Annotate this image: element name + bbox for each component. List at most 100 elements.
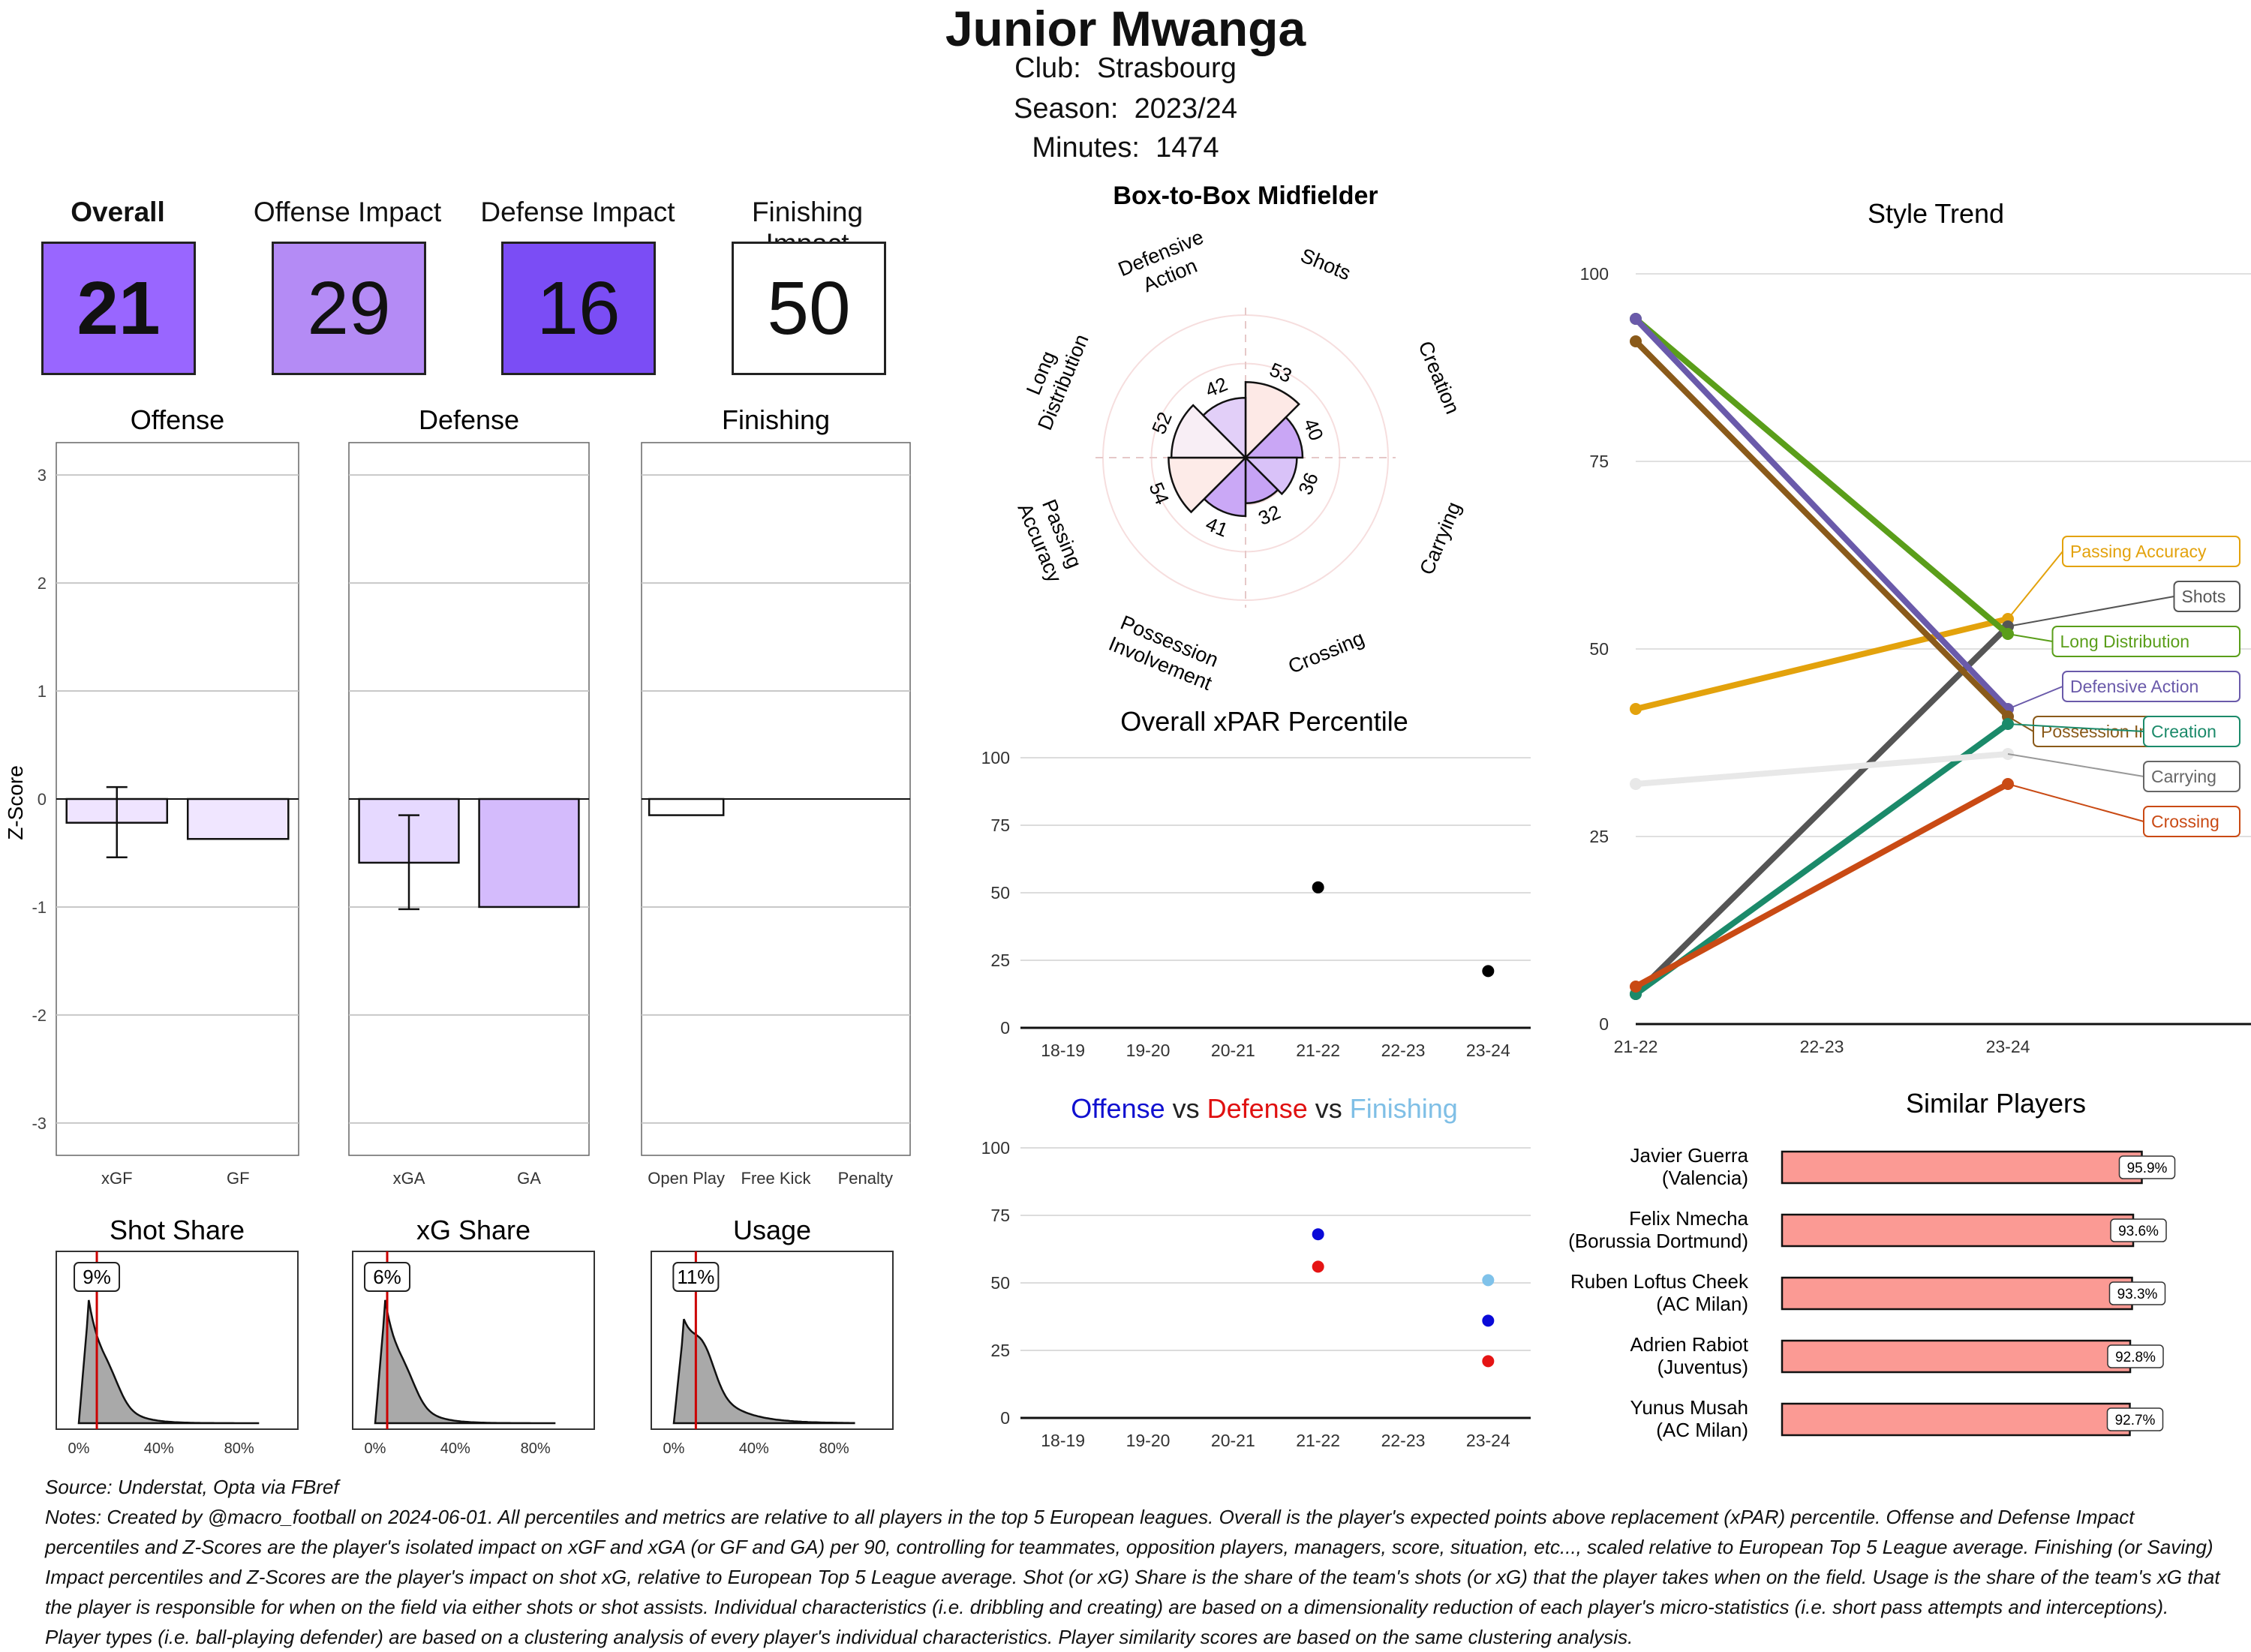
value-badge — [364, 1262, 411, 1292]
x-tick-label: 80% — [521, 1440, 551, 1457]
panel-title-finishing: Finishing — [722, 404, 830, 435]
kpi-overall-label: Overall — [71, 197, 165, 227]
x-tick-label: Open Play — [648, 1169, 725, 1188]
similar-bar — [1781, 1339, 2132, 1374]
kpi-offense-value: 29 — [272, 242, 426, 375]
radar-value-label: 52 — [1147, 409, 1177, 437]
x-tick-label: 40% — [144, 1440, 174, 1457]
x-tick-label: 22-23 — [1381, 1041, 1426, 1060]
x-tick-label: 40% — [440, 1440, 470, 1457]
density-title: Usage — [733, 1215, 811, 1245]
kpi-defense-value: 16 — [501, 242, 656, 375]
x-tick-label: GA — [517, 1169, 541, 1188]
x-tick-label: xGA — [393, 1169, 425, 1188]
share-density-charts: Shot Share 9% 0% 40% 80% xG Share 6% 0% 40% 80% Us… — [56, 1215, 894, 1457]
density-frame — [56, 1251, 299, 1430]
x-tick-label: 19-20 — [1126, 1431, 1171, 1450]
x-tick-label: 22-23 — [1381, 1431, 1426, 1450]
ovd-title-part: vs — [1165, 1093, 1200, 1124]
ovd-title-part: Offense — [1071, 1093, 1165, 1124]
radar-wedge-passing-accuracy — [1168, 456, 1249, 514]
trend-point — [1630, 703, 1642, 715]
x-tick-label: 21-22 — [1296, 1041, 1340, 1060]
x-tick-label: 18-19 — [1041, 1431, 1085, 1450]
y-tick-label: 25 — [1589, 827, 1609, 846]
trend-label-defensive-action: Defensive Action — [2070, 677, 2198, 696]
trend-line-long-distribution — [1633, 316, 2010, 637]
similar-value-badge — [2106, 1407, 2164, 1431]
similar-value-badge — [2110, 1218, 2167, 1242]
trend-point — [1630, 313, 1642, 325]
radar-category-label: Crossing — [1285, 626, 1368, 677]
trend-label-box — [2173, 581, 2240, 612]
radar-value-label: 41 — [1203, 512, 1231, 542]
bar-gf — [186, 797, 290, 840]
kpi-offense-label: Offense Impact — [253, 197, 442, 227]
y-tick-label: 3 — [38, 466, 47, 485]
value-badge-label: 9% — [83, 1266, 111, 1288]
x-tick-label: 80% — [819, 1440, 849, 1457]
radar-category-label: Carrying — [1415, 499, 1465, 578]
trend-label-box — [2143, 761, 2240, 792]
similar-bar — [1781, 1150, 2143, 1185]
trend-label-leader — [2007, 783, 2144, 822]
similar-players-chart: Similar Players Javier Guerra(Valencia) 95… — [1568, 1088, 2176, 1441]
season-value: 2023/24 — [1134, 93, 1237, 125]
similar-value-label: 95.9% — [2127, 1161, 2168, 1176]
y-tick-label: 75 — [990, 1206, 1010, 1225]
trend-label-long-distribution: Long Distribution — [2060, 632, 2190, 651]
y-tick-label: 1 — [38, 682, 47, 701]
x-tick-label: 22-23 — [1800, 1037, 1844, 1056]
y-tick-label: 75 — [990, 815, 1010, 835]
trend-point — [1630, 335, 1642, 347]
similar-player-name: Felix Nmecha — [1629, 1207, 1748, 1230]
similar-player-club: (AC Milan) — [1656, 1419, 1748, 1441]
trend-line-shots — [1633, 624, 2010, 996]
trend-label-creation: Creation — [2151, 722, 2216, 741]
y-tick-label: -3 — [32, 1114, 47, 1133]
y-tick-label: 0 — [38, 790, 47, 809]
club-line: Club: Strasbourg — [0, 53, 2251, 85]
x-tick-label: Free Kick — [741, 1169, 812, 1188]
x-tick-label: 23-24 — [1986, 1037, 2030, 1056]
trend-label-leader — [2007, 686, 2063, 710]
similar-player-name: Javier Guerra — [1630, 1144, 1749, 1167]
zscore-chart: Z-Score 3 2 1 0 -1 -2 -3 Offense xGF GF Defense xGA G… — [4, 404, 911, 1188]
point-defense — [1482, 1355, 1495, 1368]
bar-ga — [478, 797, 580, 909]
radar-wedge-shots — [1244, 381, 1300, 461]
y-axis-label: Z-Score — [4, 765, 27, 840]
x-tick-label: GF — [227, 1169, 250, 1188]
trend-label-box — [2143, 806, 2240, 837]
point-finishing — [1482, 1274, 1495, 1287]
x-tick-label: 23-24 — [1466, 1041, 1510, 1060]
xpar-percentile-chart: Overall xPAR Percentile 0 25 50 75 100 18-19 19… — [981, 706, 1531, 1060]
x-tick-label: 21-22 — [1614, 1037, 1658, 1056]
trend-label-leader — [2007, 551, 2063, 620]
x-tick-label: 20-21 — [1211, 1041, 1255, 1060]
trend-label-leader — [2007, 753, 2144, 777]
y-tick-label: 25 — [990, 1341, 1010, 1360]
similar-player-club: (AC Milan) — [1656, 1293, 1748, 1315]
y-tick-label: 0 — [1000, 1408, 1010, 1428]
similar-player-club: (Valencia) — [1662, 1167, 1748, 1189]
x-tick-label: Penalty — [838, 1169, 893, 1188]
trend-label-passing-accuracy: Passing Accuracy — [2070, 542, 2207, 561]
offense-defense-finishing-chart: Offense vs Defense vs Finishing 0 25 50 75 10… — [981, 1093, 1531, 1450]
trend-label-leader — [2007, 596, 2174, 627]
y-tick-label: 100 — [1580, 264, 1609, 284]
style-trend-chart: Style Trend 0 25 50 75 100 21-22 22-23 23-24 Pass… — [1580, 198, 2251, 1056]
ovd-title: Offense vs Defense vs Finishing — [1071, 1093, 1458, 1124]
point-defense — [1312, 1260, 1324, 1273]
kpi-defense-label: Defense Impact — [480, 197, 675, 227]
similar-value-label: 92.7% — [2115, 1413, 2156, 1428]
ovd-title-part: Finishing — [1342, 1093, 1458, 1124]
y-tick-label: -2 — [32, 1006, 47, 1025]
value-badge-label: 11% — [677, 1266, 714, 1288]
y-tick-label: 100 — [981, 1138, 1010, 1158]
trend-point — [1630, 778, 1642, 790]
y-tick-label: 50 — [990, 1273, 1010, 1293]
similar-player-club: (Borussia Dortmund) — [1568, 1230, 1748, 1252]
y-tick-label: 0 — [1599, 1014, 1609, 1034]
value-badge — [672, 1262, 720, 1292]
